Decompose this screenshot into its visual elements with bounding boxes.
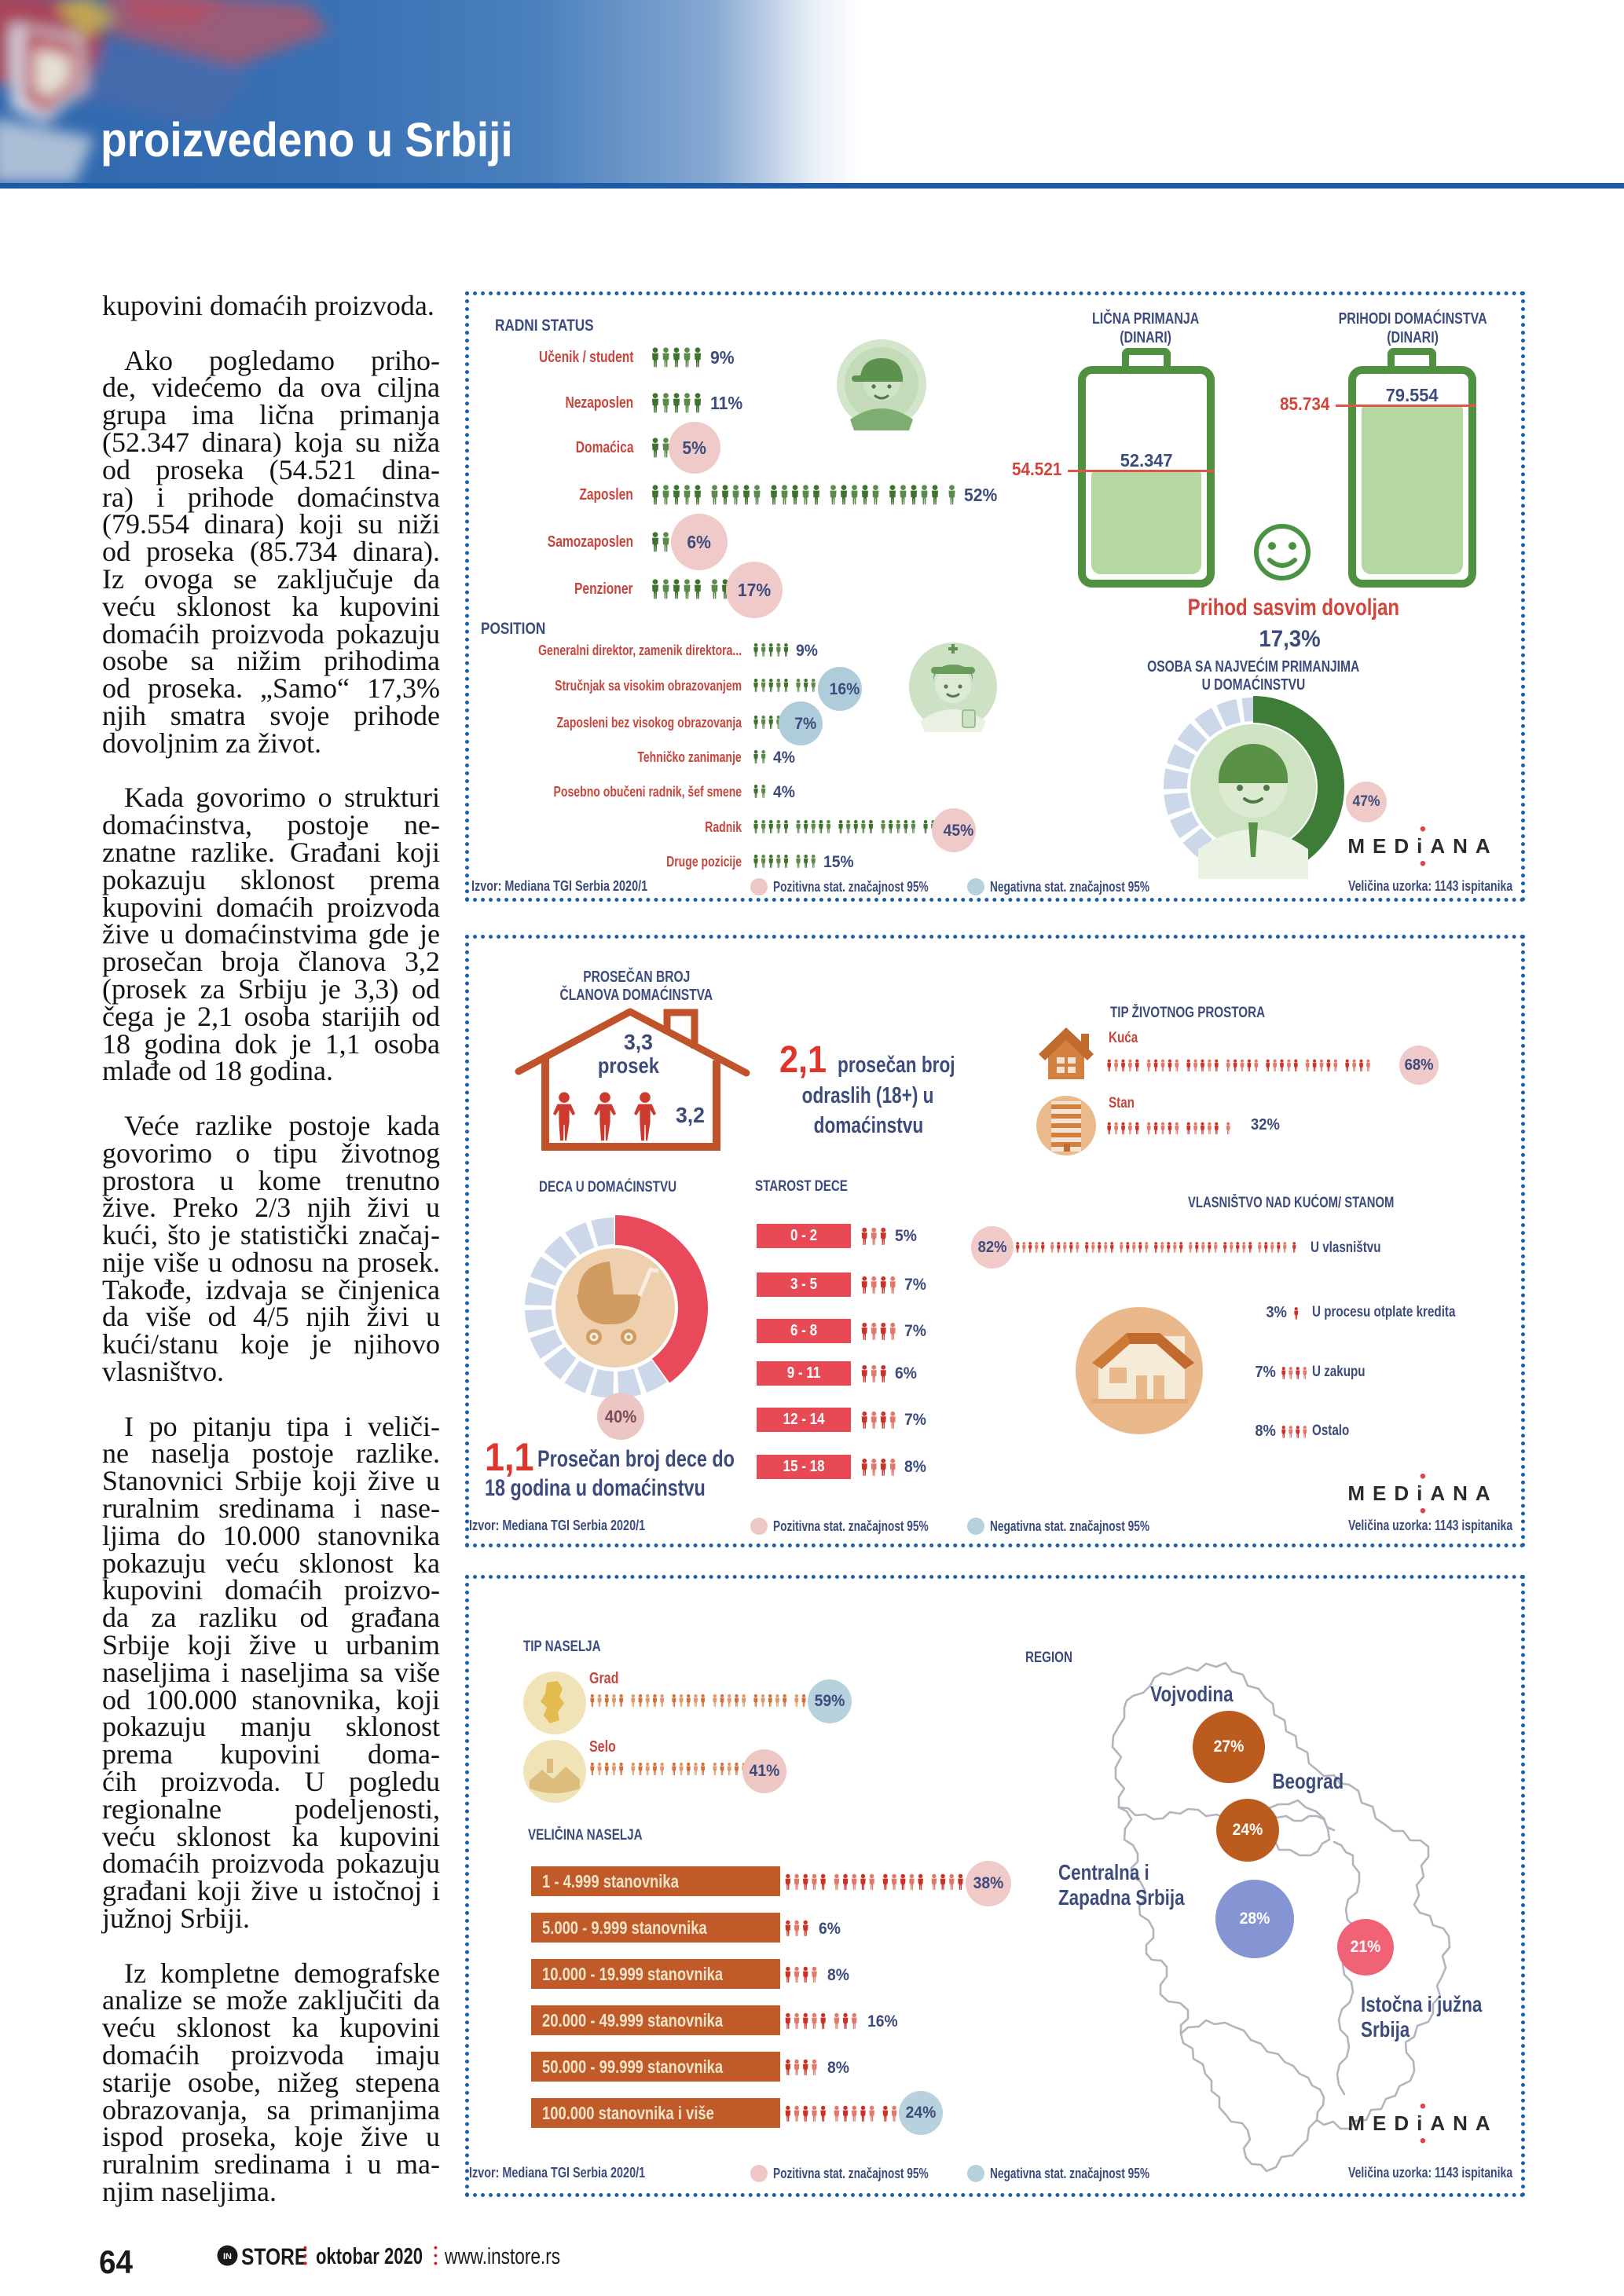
svg-text:IN: IN <box>223 2252 232 2261</box>
